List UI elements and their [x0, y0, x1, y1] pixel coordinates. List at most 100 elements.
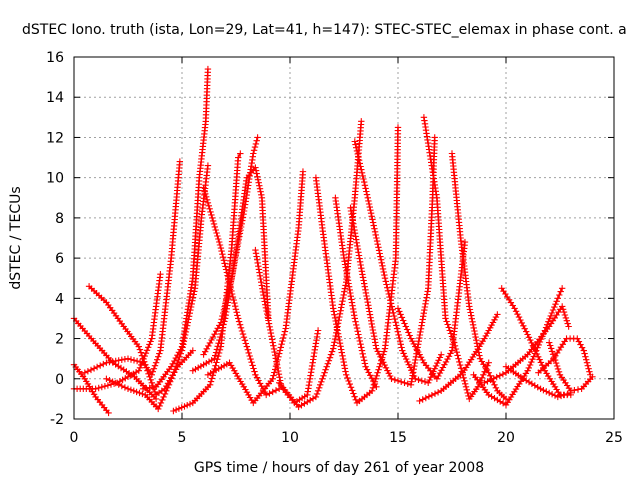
plus-marker: [212, 349, 220, 356]
plus-marker: [312, 340, 320, 347]
plus-marker: [525, 364, 532, 372]
plus-marker: [448, 333, 456, 340]
plus-marker: [468, 315, 475, 322]
plus-marker: [491, 316, 498, 323]
plus-marker: [536, 356, 543, 363]
plus-marker: [136, 364, 144, 371]
plus-marker: [167, 378, 174, 385]
plus-marker: [446, 327, 453, 334]
plus-marker: [257, 188, 264, 195]
plus-marker: [266, 390, 273, 397]
plus-marker: [454, 352, 461, 359]
series-10: [189, 164, 272, 374]
plus-marker: [332, 317, 339, 325]
plus-marker: [438, 367, 445, 374]
plus-marker: [457, 361, 464, 369]
plus-marker: [209, 214, 216, 222]
plus-marker: [93, 363, 101, 371]
plus-marker: [218, 247, 225, 255]
plus-marker: [553, 298, 560, 305]
plus-marker: [210, 368, 217, 375]
plus-marker: [127, 356, 135, 363]
grid-lines: [74, 57, 614, 419]
plus-marker: [357, 163, 364, 170]
plus-marker: [408, 378, 415, 385]
plus-marker: [208, 357, 215, 364]
plus-marker: [252, 371, 259, 378]
plus-marker: [133, 388, 140, 396]
plus-marker: [366, 308, 373, 315]
plus-marker: [445, 324, 452, 331]
plus-marker: [548, 309, 556, 317]
plus-marker: [550, 354, 558, 361]
plus-marker: [188, 300, 195, 308]
plus-marker: [382, 278, 389, 285]
plus-marker: [189, 294, 197, 301]
plus-marker: [394, 377, 402, 384]
y-tick-label: 6: [55, 251, 64, 267]
plus-marker: [143, 347, 151, 354]
plus-marker: [171, 366, 179, 373]
plus-marker: [207, 208, 214, 216]
plus-marker: [401, 379, 408, 386]
plus-marker: [271, 369, 278, 376]
plus-marker: [467, 309, 474, 316]
plus-marker: [269, 375, 276, 382]
plus-marker: [511, 305, 518, 312]
plus-marker: [276, 350, 283, 357]
plus-marker: [255, 263, 262, 270]
plus-marker: [127, 386, 135, 393]
plus-marker: [417, 325, 425, 332]
plus-marker: [396, 338, 404, 345]
plus-marker: [349, 305, 357, 313]
plus-marker: [369, 216, 376, 223]
plus-marker: [480, 371, 487, 378]
series-28: [502, 363, 574, 401]
plus-marker: [426, 152, 434, 160]
plus-marker: [473, 337, 480, 344]
plus-marker: [136, 346, 144, 353]
plus-marker: [492, 384, 500, 391]
plus-marker: [208, 375, 216, 382]
plus-marker: [174, 352, 181, 359]
plus-marker: [388, 375, 395, 382]
series-17: [347, 134, 438, 388]
y-tick-label: 12: [46, 130, 64, 146]
plus-marker: [157, 271, 164, 278]
plus-marker: [561, 311, 569, 319]
plus-marker: [137, 349, 145, 356]
plus-marker: [381, 361, 388, 369]
plus-marker: [469, 318, 476, 325]
plus-marker: [401, 320, 408, 327]
plus-marker: [145, 344, 152, 351]
plus-marker: [258, 282, 265, 289]
plus-marker: [337, 307, 344, 314]
plus-marker: [549, 306, 557, 314]
x-axis-label: GPS time / hours of day 261 of year 2008: [194, 460, 484, 476]
plus-marker: [253, 170, 260, 177]
plus-marker: [349, 387, 356, 394]
plus-marker: [147, 338, 154, 345]
plus-marker: [101, 383, 109, 390]
plus-marker: [377, 256, 385, 263]
plus-marker: [518, 319, 525, 327]
plus-marker: [397, 341, 404, 348]
plus-marker: [468, 312, 475, 319]
plus-marker: [280, 331, 288, 338]
plus-marker: [248, 359, 255, 366]
plus-marker: [219, 324, 226, 331]
y-tick-label: 4: [55, 291, 64, 307]
plus-marker: [372, 231, 379, 239]
plus-marker: [231, 299, 238, 307]
plus-marker: [496, 372, 503, 379]
series-9: [200, 134, 261, 358]
plus-marker: [547, 312, 554, 320]
plus-marker: [373, 345, 380, 352]
plus-marker: [349, 302, 356, 309]
plus-marker: [356, 160, 363, 167]
plus-marker: [105, 409, 112, 417]
plus-marker: [341, 261, 349, 268]
plus-marker: [400, 350, 407, 357]
plus-marker: [405, 361, 412, 368]
plus-marker: [265, 317, 272, 324]
